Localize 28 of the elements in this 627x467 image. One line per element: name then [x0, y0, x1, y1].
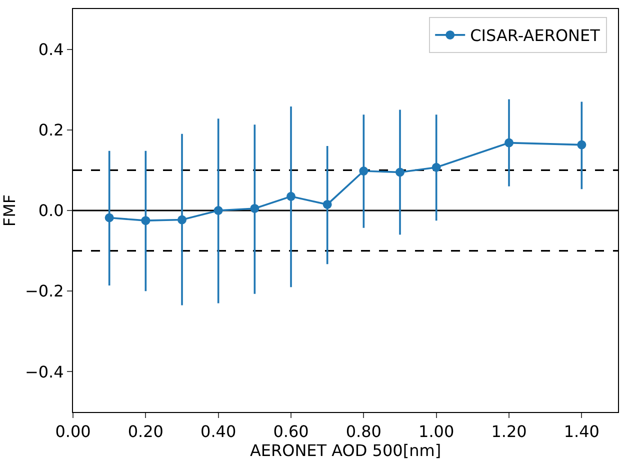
x-tick-label: 1.20 — [491, 422, 527, 442]
x-tick-label: 0.00 — [55, 422, 91, 442]
y-tick-label: −0.2 — [24, 282, 64, 301]
x-tick-label: 0.80 — [346, 422, 382, 442]
x-tick-label: 0.20 — [128, 422, 164, 442]
point — [178, 215, 186, 224]
point — [141, 216, 150, 226]
point — [504, 138, 514, 148]
point — [286, 192, 296, 201]
point — [432, 162, 441, 172]
point — [104, 213, 114, 222]
point — [359, 166, 368, 176]
y-tick-label: 0.4 — [38, 40, 64, 59]
point — [577, 140, 586, 150]
x-tick-label: 0.60 — [273, 422, 309, 442]
legend-label: CISAR-AERONET — [470, 26, 600, 46]
x-axis-title: AERONET AOD 500[nm] — [250, 441, 442, 460]
x-tick-label: 0.40 — [200, 422, 236, 442]
y-tick-label: 0.2 — [38, 120, 64, 140]
x-tick-label: 1.40 — [564, 422, 600, 442]
y-tick-label: −0.4 — [24, 362, 64, 382]
point — [322, 200, 332, 209]
point — [214, 206, 223, 215]
y-tick-label: 0.0 — [38, 201, 64, 220]
y-axis-title: FMF — [0, 194, 19, 227]
point — [250, 204, 260, 213]
x-tick-label: 1.00 — [418, 422, 454, 442]
point — [396, 168, 404, 177]
